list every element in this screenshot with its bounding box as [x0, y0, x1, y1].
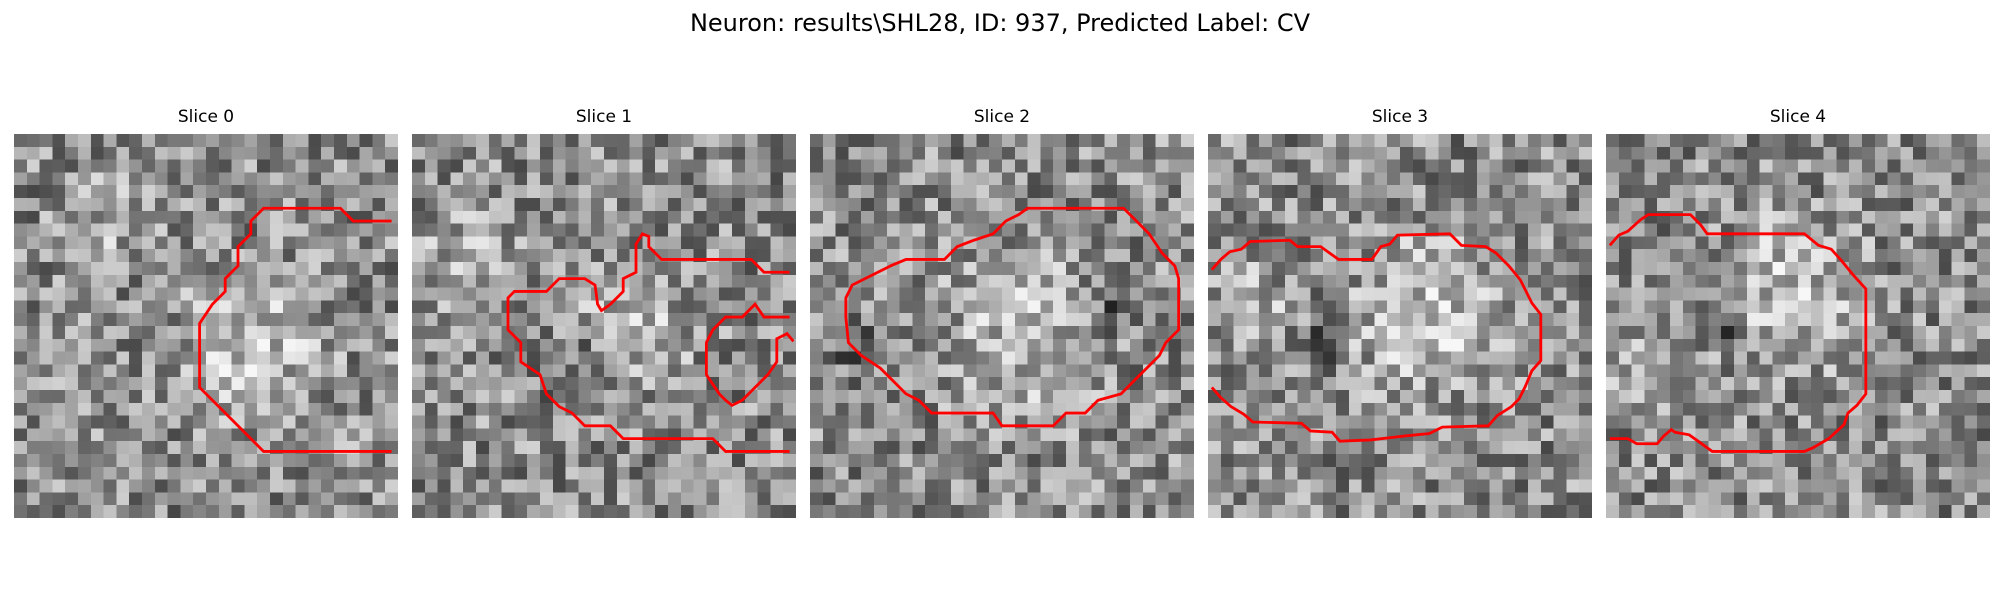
roi-contour [506, 232, 790, 453]
slice-image [810, 134, 1194, 518]
roi-contour [1608, 213, 1868, 453]
slice-title: Slice 1 [575, 107, 633, 127]
slice-title: Slice 2 [973, 107, 1031, 127]
figure-title: Neuron: results\SHL28, ID: 937, Predicte… [689, 9, 1311, 37]
slice-image [1606, 134, 1990, 518]
slice-panel-3: Slice 3 [1208, 106, 1592, 518]
slice-panel-4: Slice 4 [1606, 106, 1990, 518]
slice-title: Slice 0 [177, 107, 235, 127]
slice-panel-0: Slice 0 [14, 106, 398, 518]
roi-contour [1210, 232, 1543, 443]
slice-title: Slice 3 [1371, 107, 1429, 127]
roi-contour [844, 206, 1181, 428]
slice-image [1208, 134, 1592, 518]
slice-title: Slice 4 [1769, 107, 1827, 127]
roi-contour [704, 302, 795, 408]
slice-image [14, 134, 398, 518]
slice-panel-1: Slice 1 [412, 106, 796, 518]
slice-image [412, 134, 796, 518]
slice-panel-2: Slice 2 [810, 106, 1194, 518]
roi-contour [198, 206, 392, 453]
